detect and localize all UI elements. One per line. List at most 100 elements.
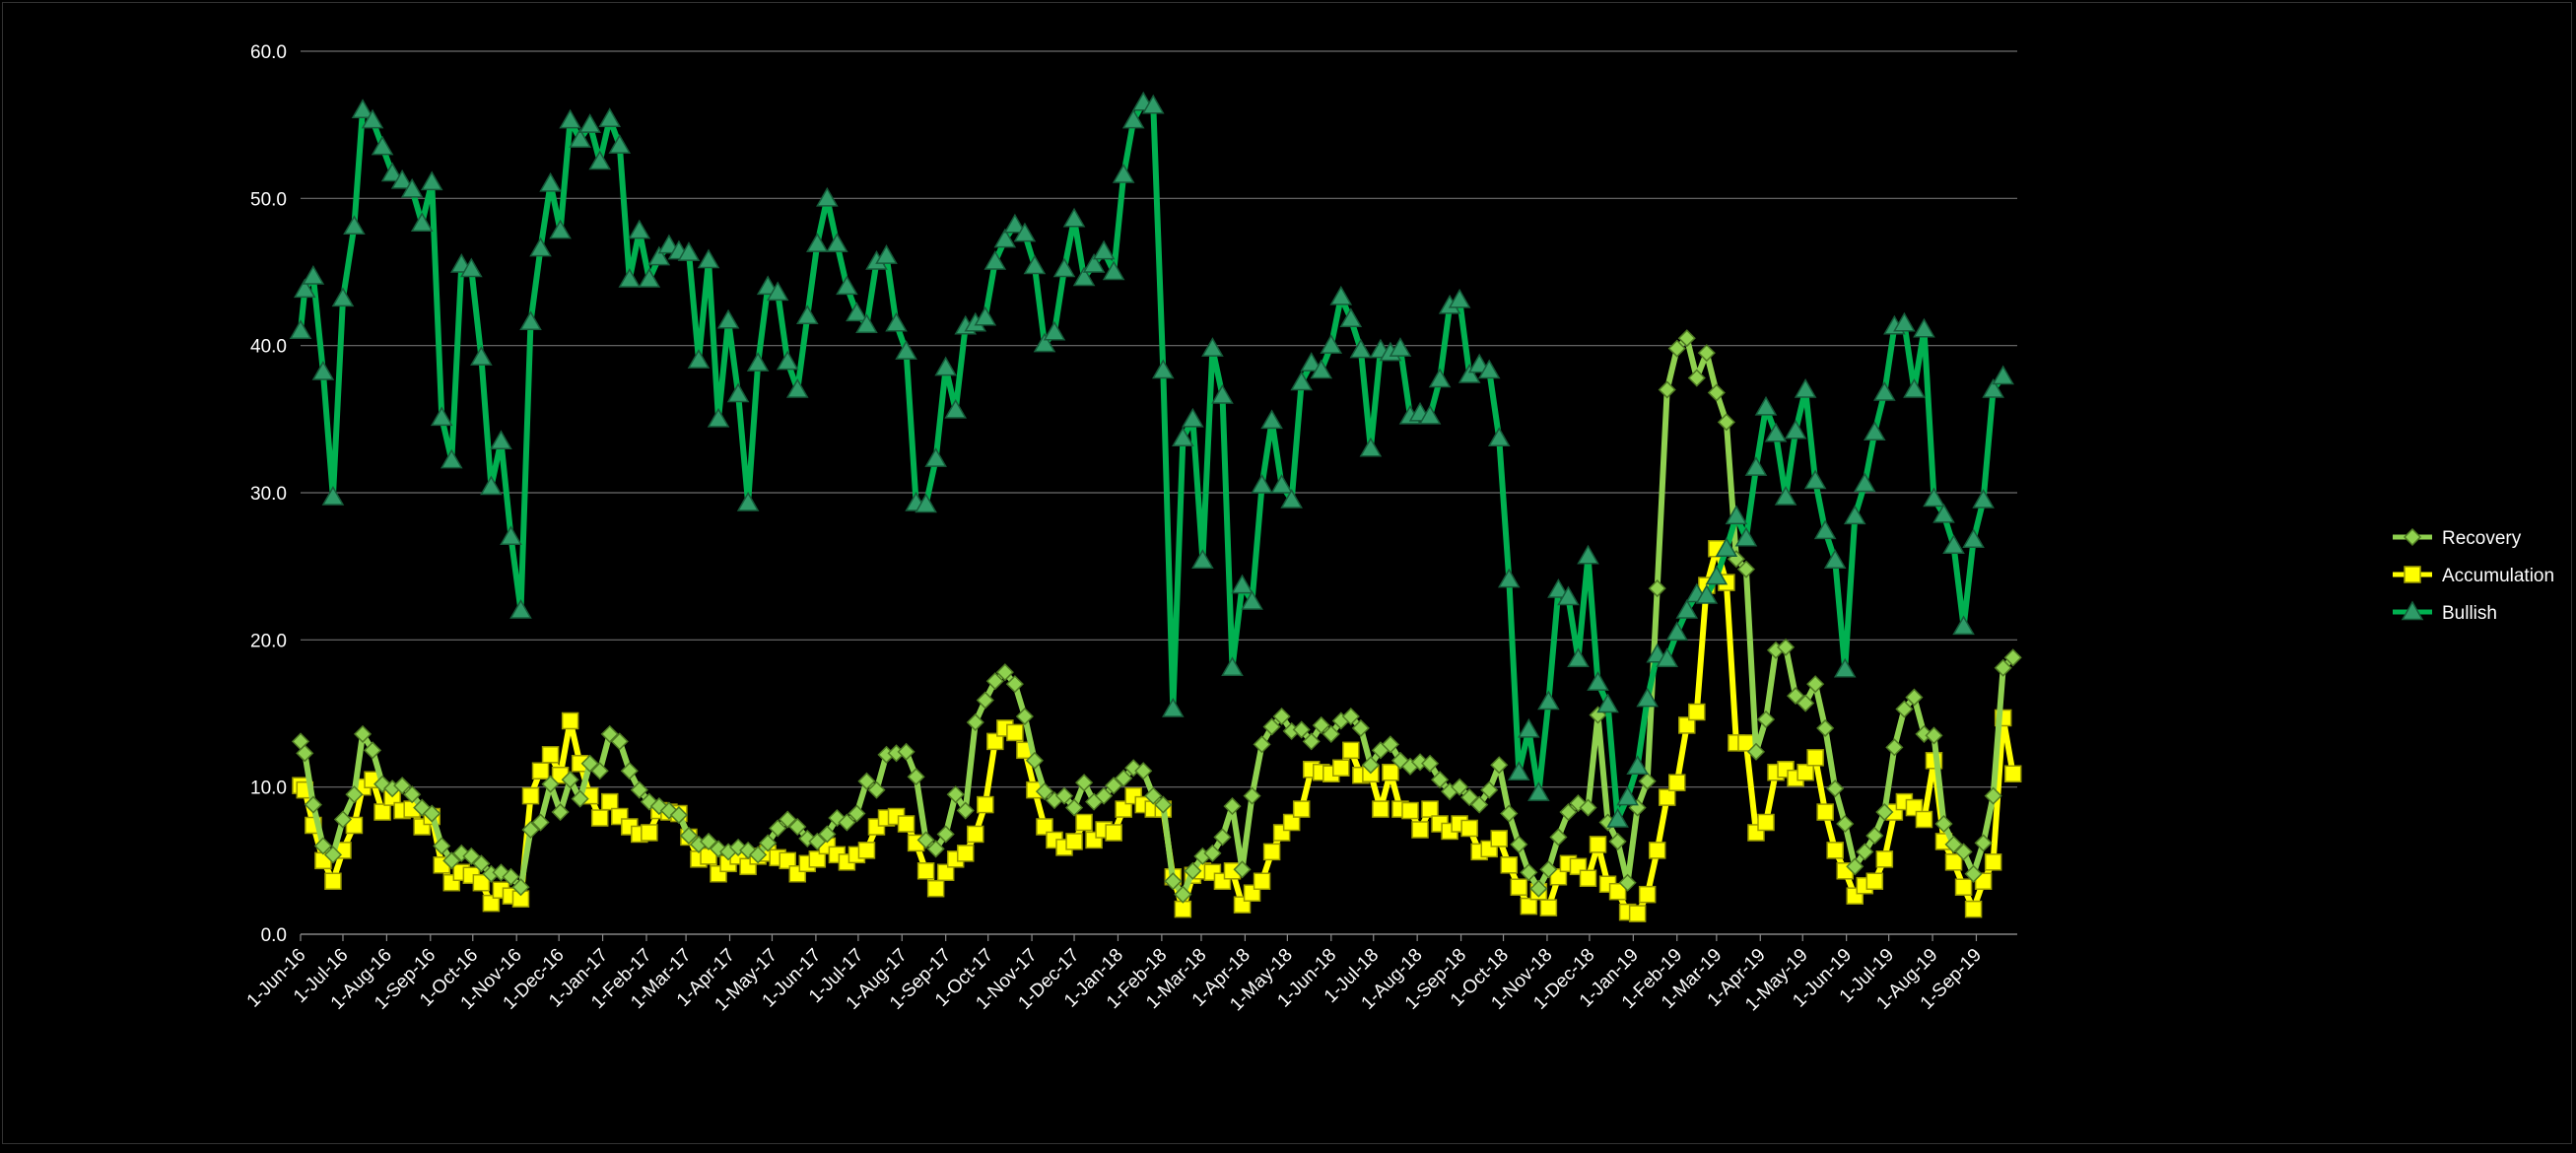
accumulation-point bbox=[472, 873, 491, 892]
bullish-point bbox=[598, 107, 622, 127]
recovery-point bbox=[502, 867, 520, 886]
bullish-point bbox=[1191, 549, 1214, 569]
accumulation-point bbox=[1342, 741, 1360, 760]
accumulation-point bbox=[1678, 716, 1696, 734]
recovery-point bbox=[1846, 857, 1864, 876]
bullish-point bbox=[846, 302, 868, 322]
bullish-point bbox=[1043, 320, 1066, 341]
bullish-point bbox=[776, 350, 799, 371]
recovery-point bbox=[472, 854, 491, 873]
bullish-point bbox=[430, 406, 453, 427]
bullish-point bbox=[1813, 519, 1837, 540]
accumulation-point bbox=[1292, 800, 1311, 818]
bullish-point bbox=[746, 352, 770, 372]
recovery-point bbox=[1974, 834, 1993, 852]
bullish-point bbox=[1339, 307, 1363, 328]
accumulation-point bbox=[1401, 801, 1419, 820]
bullish-point bbox=[924, 447, 947, 467]
bullish-point bbox=[1587, 671, 1609, 691]
accumulation-point bbox=[1262, 843, 1281, 861]
recovery-point bbox=[818, 825, 837, 844]
recovery-point bbox=[1451, 778, 1469, 796]
accumulation-point bbox=[1638, 885, 1657, 904]
recovery-point bbox=[531, 813, 550, 832]
recovery-point bbox=[1648, 579, 1666, 598]
bullish-point bbox=[736, 491, 760, 511]
bullish-point bbox=[361, 108, 384, 129]
recovery-point bbox=[511, 878, 530, 897]
bullish-point bbox=[1636, 687, 1659, 708]
accumulation-point bbox=[373, 803, 391, 821]
accumulation-point bbox=[808, 850, 827, 868]
recovery-point bbox=[1431, 771, 1450, 789]
bullish-point bbox=[1843, 505, 1866, 525]
accumulation-point bbox=[1668, 774, 1686, 791]
recovery-point bbox=[857, 772, 876, 790]
accumulation-point bbox=[1688, 703, 1706, 721]
bullish-point bbox=[1992, 365, 2014, 385]
bullish-point bbox=[420, 170, 443, 191]
bullish-point bbox=[1457, 364, 1481, 383]
accumulation-point bbox=[1490, 830, 1508, 848]
bullish-point bbox=[885, 311, 908, 332]
bullish-point bbox=[1744, 456, 1768, 476]
bullish-point bbox=[677, 241, 701, 261]
recovery-point bbox=[1549, 828, 1568, 847]
y-axis-tick-labels: 0.0 10.0 20.0 30.0 40.0 50.0 60.0 bbox=[250, 42, 287, 946]
recovery-point bbox=[1134, 762, 1153, 780]
bullish-point bbox=[1477, 359, 1501, 379]
recovery-point bbox=[1954, 843, 1973, 861]
y-tick-label: 10.0 bbox=[250, 779, 287, 799]
bullish-point bbox=[1972, 488, 1995, 509]
accumulation-point bbox=[521, 786, 540, 805]
recovery-point bbox=[1174, 885, 1192, 904]
recovery-point bbox=[679, 826, 699, 846]
legend-label: Accumulation bbox=[2442, 566, 2554, 586]
bullish-point bbox=[895, 340, 917, 360]
bullish-point bbox=[1794, 377, 1817, 398]
recovery-point bbox=[580, 754, 599, 773]
recovery-point bbox=[1223, 797, 1242, 816]
bullish-point bbox=[1221, 656, 1244, 676]
recovery-point bbox=[1015, 707, 1034, 726]
bullish-point bbox=[1932, 503, 1955, 523]
recovery-point bbox=[1964, 864, 1983, 883]
bullish-point bbox=[1823, 549, 1847, 569]
accumulation-point bbox=[541, 746, 560, 764]
accumulation-point bbox=[1036, 818, 1053, 836]
bullish-point bbox=[1428, 368, 1452, 388]
bullish-point bbox=[500, 525, 522, 546]
bullish-point bbox=[569, 128, 591, 148]
bullish-point bbox=[1162, 698, 1185, 717]
bullish-point bbox=[1784, 419, 1807, 440]
bullish-point bbox=[785, 377, 809, 398]
bullish-point bbox=[1665, 621, 1689, 642]
bullish-point bbox=[1260, 409, 1283, 430]
recovery-point bbox=[353, 724, 373, 743]
recovery-point bbox=[1934, 814, 1953, 834]
recovery-point bbox=[788, 817, 807, 837]
bullish-point bbox=[1656, 647, 1679, 667]
recovery-point bbox=[1035, 782, 1054, 801]
recovery-point bbox=[936, 825, 955, 844]
recovery-point bbox=[1776, 638, 1796, 656]
bullish-point bbox=[1320, 334, 1343, 354]
bullish-point bbox=[875, 244, 898, 264]
bullish-point bbox=[1913, 317, 1935, 338]
y-tick-label: 40.0 bbox=[250, 337, 287, 358]
recovery-point bbox=[907, 768, 925, 786]
bullish-point bbox=[766, 281, 789, 302]
recovery-point bbox=[1796, 694, 1815, 712]
recovery-point bbox=[1243, 786, 1261, 805]
recovery-point bbox=[976, 691, 994, 710]
accumulation-point bbox=[977, 795, 994, 814]
recovery-point bbox=[779, 810, 797, 829]
recovery-point bbox=[1322, 724, 1340, 743]
bullish-point bbox=[1518, 717, 1540, 738]
recovery-point bbox=[897, 742, 915, 761]
recovery-point bbox=[749, 846, 768, 864]
bullish-point bbox=[490, 430, 512, 449]
accumulation-point bbox=[1006, 723, 1024, 742]
accumulation-point bbox=[1974, 872, 1993, 890]
bullish-point bbox=[529, 237, 552, 257]
